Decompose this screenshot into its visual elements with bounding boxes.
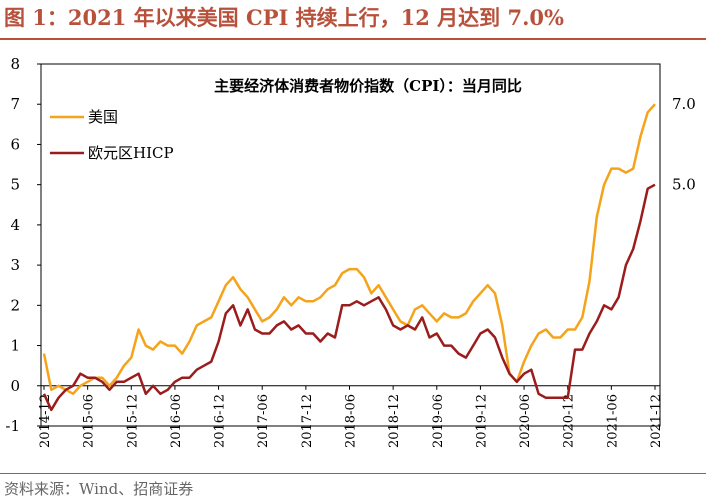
legend: 美国 欧元区HICP [50, 108, 174, 162]
source-rule [0, 473, 706, 474]
x-tick-label: 2018-12 [387, 394, 402, 448]
y-tick-label: 7 [10, 95, 20, 113]
legend-label-euro: 欧元区HICP [88, 144, 174, 162]
x-tick-label: 2021-12 [649, 394, 664, 448]
figure-title: 图 1：2021 年以来美国 CPI 持续上行，12 月达到 7.0% [4, 5, 564, 30]
x-tick-label: 2018-06 [344, 394, 359, 448]
x-tick-label: 2020-12 [562, 394, 577, 448]
legend-label-us: 美国 [88, 108, 118, 126]
x-tick-label: 2017-12 [300, 394, 315, 448]
y-tick-label: 6 [10, 135, 20, 153]
x-tick-label: 2015-06 [82, 394, 97, 448]
y-tick-label: 2 [10, 296, 20, 314]
y-tick-label: 8 [10, 55, 20, 73]
x-tick-label: 2014-12 [38, 394, 53, 448]
end-label-euro: 5.0 [672, 176, 696, 194]
title-rule [0, 38, 706, 40]
plot-frame [40, 63, 661, 427]
y-tick-label: 4 [10, 216, 20, 234]
series-group [42, 103, 656, 412]
x-tick-label: 2017-06 [256, 394, 271, 448]
series-line-euro [42, 183, 656, 412]
x-tick-label: 2016-12 [213, 394, 228, 448]
x-tick-label: 2019-06 [431, 394, 446, 448]
y-tick-label: 0 [10, 377, 20, 395]
end-label-us: 7.0 [672, 95, 696, 113]
series-line-us [42, 103, 656, 396]
x-axis: 2014-12 2015-06 2015-12 2016-06 2016-12 2017-… [38, 385, 664, 448]
y-axis: -1 0 1 2 3 4 5 6 7 8 [5, 55, 41, 435]
x-tick-label: 2019-12 [474, 394, 489, 448]
y-tick-label: 3 [10, 256, 20, 274]
y-tick-label: -1 [5, 417, 20, 435]
x-tick-label: 2020-06 [518, 394, 533, 448]
x-tick-label: 2016-06 [169, 394, 184, 448]
x-tick-label: 2015-12 [125, 394, 140, 448]
source-note: 资料来源：Wind、招商证券 [4, 480, 194, 498]
y-tick-label: 5 [10, 176, 20, 194]
end-labels: 7.0 5.0 [672, 95, 696, 193]
x-tick-label: 2021-06 [605, 394, 620, 448]
y-tick-label: 1 [10, 337, 20, 355]
chart-title: 主要经济体消费者物价指数（CPI）：当月同比 [214, 77, 522, 95]
cpi-line-chart: -1 0 1 2 3 4 5 6 7 8 2014-12 2015-06 2015-12 2016-06… [5, 55, 696, 448]
